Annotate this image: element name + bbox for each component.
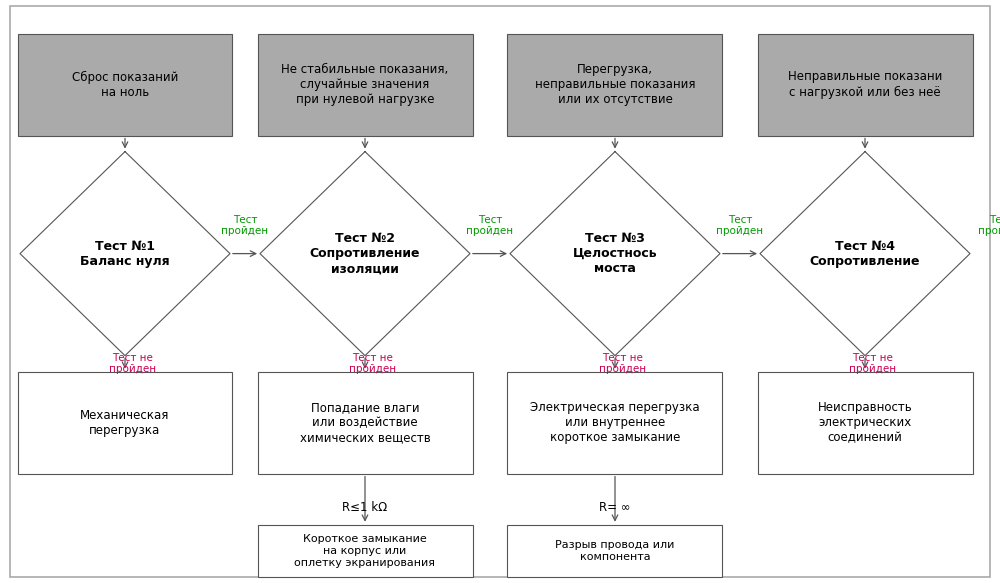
Text: Тест №4
Сопротивление: Тест №4 Сопротивление: [810, 240, 920, 268]
Text: Разрыв провода или
компонента: Разрыв провода или компонента: [555, 540, 675, 562]
Text: Тест №1
Баланс нуля: Тест №1 Баланс нуля: [80, 240, 170, 268]
Text: Короткое замыкание
на корпус или
оплетку экранирования: Короткое замыкание на корпус или оплетку…: [294, 535, 436, 567]
Text: Неисправность
электрических
соединений: Неисправность электрических соединений: [818, 401, 912, 444]
Bar: [258, 34, 473, 136]
Text: Тест №2
Сопротивление
изоляции: Тест №2 Сопротивление изоляции: [310, 232, 420, 275]
Text: Тест не
пройден: Тест не пройден: [349, 353, 397, 374]
Bar: [18, 34, 232, 136]
Text: Неправильные показани
с нагрузкой или без неё: Неправильные показани с нагрузкой или бе…: [788, 71, 942, 99]
Bar: [507, 525, 722, 577]
Text: Тест №3
Целостнось
моста: Тест №3 Целостнось моста: [573, 232, 657, 275]
Bar: [507, 34, 722, 136]
Text: Попадание влаги
или воздействие
химических веществ: Попадание влаги или воздействие химическ…: [300, 401, 430, 444]
Polygon shape: [760, 152, 970, 356]
Text: Тест
пройден: Тест пройден: [221, 215, 269, 236]
Text: Тест
пройден: Тест пройден: [716, 215, 764, 236]
Bar: [18, 372, 232, 473]
Text: Механическая
перегрузка: Механическая перегрузка: [80, 409, 170, 437]
Text: R= ∞: R= ∞: [599, 501, 631, 514]
Bar: [507, 372, 722, 473]
Text: Тест
пройден: Тест пройден: [978, 215, 1000, 236]
Text: Тест не
пройден: Тест не пройден: [599, 353, 647, 374]
Bar: [758, 372, 972, 473]
Bar: [758, 34, 972, 136]
Text: Тест
пройден: Тест пройден: [466, 215, 514, 236]
Polygon shape: [20, 152, 230, 356]
Text: R≤1 kΩ: R≤1 kΩ: [342, 501, 388, 514]
Text: Перегрузка,
неправильные показания
или их отсутствие: Перегрузка, неправильные показания или и…: [535, 63, 695, 106]
Text: Не стабильные показания,
случайные значения
при нулевой нагрузке: Не стабильные показания, случайные значе…: [281, 63, 449, 106]
Bar: [258, 525, 473, 577]
Polygon shape: [510, 152, 720, 356]
Polygon shape: [260, 152, 470, 356]
Text: Тест не
пройден: Тест не пройден: [109, 353, 157, 374]
Text: Электрическая перегрузка
или внутреннее
короткое замыкание: Электрическая перегрузка или внутреннее …: [530, 401, 700, 444]
Bar: [258, 372, 473, 473]
Text: Тест не
пройден: Тест не пройден: [849, 353, 897, 374]
Text: Сброс показаний
на ноль: Сброс показаний на ноль: [72, 71, 178, 99]
